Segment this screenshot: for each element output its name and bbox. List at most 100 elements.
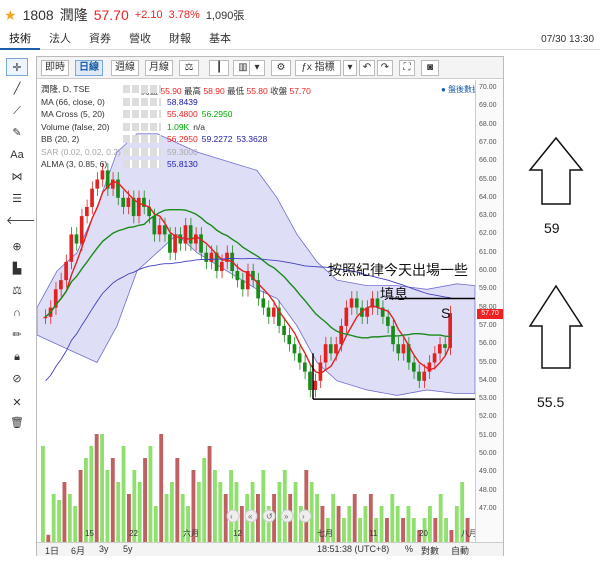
volume-bar: [84, 458, 88, 542]
indicators-label: 指標: [314, 62, 335, 73]
chart-svg: 15 22 六月 12 七月 11 20 八月 ‹ « ↺ » ›: [37, 133, 475, 542]
volume-bar: [186, 506, 190, 542]
range-1d[interactable]: 1日: [45, 546, 60, 556]
scale-icon[interactable]: ⚖: [12, 285, 22, 297]
sar-controls[interactable]: [123, 147, 161, 156]
pattern-icon[interactable]: ⋈: [11, 171, 23, 183]
tab-institutional[interactable]: 法人: [49, 32, 71, 45]
zoom-icon[interactable]: ⊕: [12, 241, 22, 253]
volume-bar: [454, 506, 459, 542]
macross-value-1: 55.4800: [167, 109, 198, 120]
volume-bar: [116, 482, 121, 542]
scroll-control-button: [280, 509, 294, 523]
alma-label: ALMA (3, 0.85, 6): [41, 159, 108, 170]
trend-line-icon[interactable]: ╱: [13, 83, 21, 95]
trash-icon[interactable]: 🗑︎: [10, 417, 24, 429]
candle-body: [313, 380, 318, 390]
redo-icon[interactable]: ↷: [377, 60, 393, 76]
tab-basic[interactable]: 基本: [209, 32, 231, 45]
compare-icon[interactable]: ⚖: [179, 60, 199, 76]
trade-volume: 1,090張: [205, 10, 245, 22]
tools-icon[interactable]: ✕: [12, 397, 22, 409]
fullscreen-icon[interactable]: ⛶: [399, 60, 415, 76]
settings-gear-icon[interactable]: ⚙: [271, 60, 291, 76]
legend-alma[interactable]: ALMA (3, 0.85, 6) 55.8130: [41, 158, 267, 171]
volume-controls[interactable]: [123, 122, 161, 131]
monthly-button[interactable]: 月線: [145, 60, 173, 76]
indicators-dropdown-icon[interactable]: ▾: [343, 60, 357, 76]
tab-technical[interactable]: 技術: [0, 30, 40, 50]
undo-icon[interactable]: ↶: [359, 60, 375, 76]
volume-bar: [46, 534, 51, 542]
candle-body: [375, 298, 380, 308]
bb-controls[interactable]: [123, 135, 161, 144]
legend-controls[interactable]: [123, 85, 161, 94]
target-up-label: 59: [544, 220, 560, 236]
range-5y[interactable]: 5y: [123, 544, 133, 554]
weekly-button[interactable]: 週線: [111, 60, 139, 76]
volume-bar: [342, 518, 346, 542]
price-plot[interactable]: 15 22 六月 12 七月 11 20 八月 ‹ « ↺ » ›: [37, 80, 475, 542]
legend-ma[interactable]: MA (66, close, 0) 58.8439: [41, 96, 267, 109]
range-3y[interactable]: 3y: [99, 544, 109, 554]
candle-body: [344, 307, 349, 326]
alma-controls[interactable]: [123, 160, 161, 169]
y-tick-label: 54.00: [479, 376, 497, 384]
line-tool-icon[interactable]: ⟋: [13, 105, 21, 117]
intraday-button[interactable]: 即時: [41, 60, 69, 76]
candle-body: [323, 344, 328, 363]
legend-volume[interactable]: Volume (false, 20) 1.09K n/a: [41, 121, 267, 134]
candle-body: [173, 234, 177, 253]
fib-icon[interactable]: ☰: [12, 193, 22, 205]
back-arrow-icon[interactable]: 🡐: [6, 215, 36, 227]
candle-body: [194, 234, 198, 244]
brush-icon[interactable]: ✎: [12, 127, 22, 139]
eye-off-icon[interactable]: ⊘: [12, 373, 22, 385]
range-6m[interactable]: 6月: [71, 546, 86, 556]
sar-value: 59.3000: [167, 146, 198, 157]
tab-revenue[interactable]: 營收: [129, 32, 151, 45]
favorite-star-icon[interactable]: ★: [4, 6, 17, 23]
volume-bar: [256, 494, 260, 542]
legend-sar[interactable]: SAR (0.02, 0.02, 0.2) 59.3000: [41, 146, 267, 159]
candle-body: [386, 316, 390, 326]
candle-body: [391, 325, 395, 345]
candle-type-icon[interactable]: ┃: [209, 60, 229, 76]
candle-body: [100, 170, 105, 180]
lock-icon[interactable]: 🔒︎: [14, 351, 20, 363]
scroll-control-glyph: ↺: [266, 512, 273, 521]
candle-body: [396, 344, 401, 354]
camera-icon[interactable]: ◙: [421, 60, 439, 76]
candle-body: [339, 325, 344, 345]
volume-bar: [363, 506, 368, 542]
x-tick-label: 22: [129, 529, 138, 538]
price-axis[interactable]: 70.00 69.00 68.00 67.00 66.00 65.00 64.00 63.00…: [475, 80, 503, 542]
log-toggle[interactable]: 對數: [421, 546, 440, 556]
magnet-icon[interactable]: ∩: [13, 307, 21, 319]
volume-bar: [358, 518, 362, 542]
volume-bar: [132, 470, 137, 542]
tab-margin[interactable]: 資券: [89, 32, 111, 45]
tab-financials[interactable]: 財報: [169, 32, 191, 45]
candle-body: [53, 289, 58, 308]
daily-button[interactable]: 日線: [75, 60, 103, 76]
crosshair-icon[interactable]: ✛: [6, 58, 28, 76]
dropdown-chevron-icon[interactable]: ▾: [249, 60, 265, 76]
percent-toggle[interactable]: %: [405, 544, 414, 554]
legend-bb[interactable]: BB (20, 2) 56.2950 59.2272 53.3628: [41, 133, 267, 146]
indicators-button[interactable]: ƒx 指標: [295, 60, 341, 76]
note-text-line1: 按照紀律今天出場一些: [328, 262, 468, 278]
volume-bar: [266, 506, 271, 542]
y-tick-label: 70.00: [479, 84, 497, 91]
auto-toggle[interactable]: 自動: [451, 546, 470, 556]
macross-controls[interactable]: [123, 110, 161, 119]
ma-controls[interactable]: [123, 97, 161, 106]
measure-icon[interactable]: ▙: [12, 263, 22, 275]
legend-macross[interactable]: MA Cross (5, 20) 55.4800 56.2950: [41, 108, 267, 121]
volume-bar: [62, 482, 67, 542]
text-tool-icon[interactable]: Aa: [10, 149, 24, 161]
pencil-lock-icon[interactable]: ✏: [12, 329, 22, 341]
volume-bar: [110, 458, 115, 542]
volume-bar: [67, 494, 72, 542]
candle-body: [59, 280, 63, 290]
